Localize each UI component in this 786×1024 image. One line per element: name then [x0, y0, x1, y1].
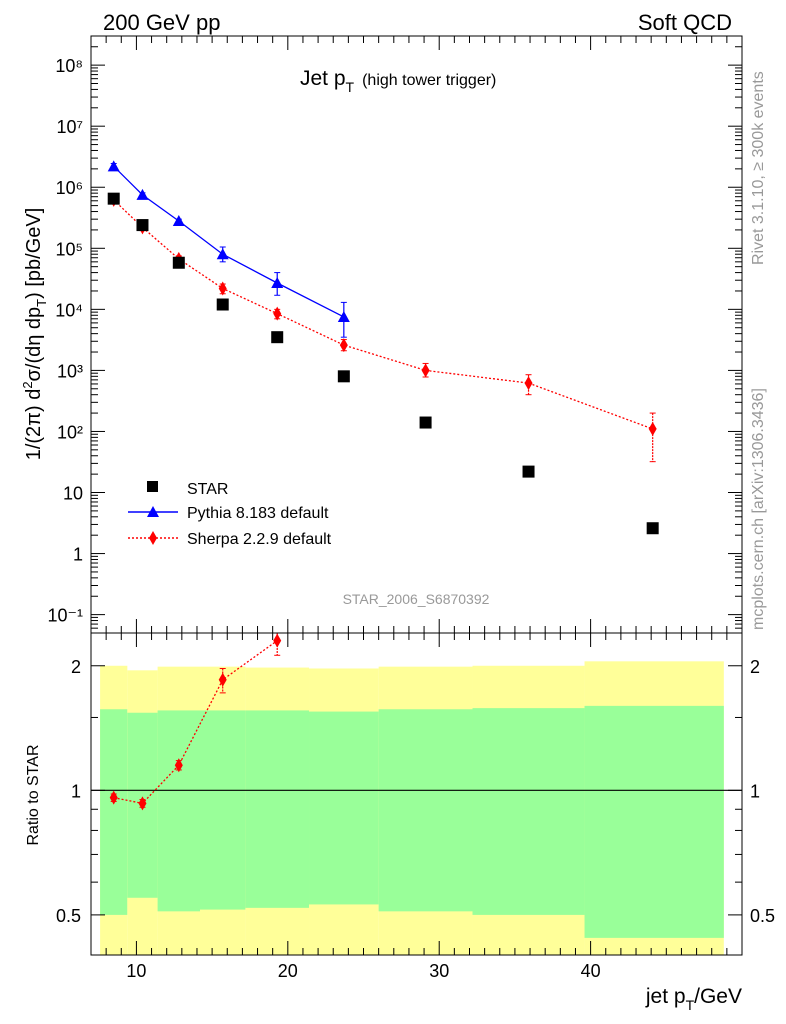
ratio-y-tick-label: 0.5	[56, 906, 81, 926]
star-point	[107, 192, 120, 205]
main-y-tick-label: 10	[63, 484, 83, 504]
ratio-sherpa-line	[113, 640, 278, 805]
sherpa-point	[339, 338, 348, 353]
legend-sherpa-marker	[149, 531, 157, 545]
ratio-y-ticks: 0.5 0.5 1 1 2 2	[56, 657, 775, 926]
main-y-ticks: 10⁸ 10⁷ 10⁶ 10⁵ 10⁴ 10³ 10² 10 1 10⁻¹	[47, 35, 742, 634]
ratio-y-tick-label-right: 1	[750, 781, 760, 801]
ratio-sherpa-point	[174, 758, 183, 773]
ratio-y-label: Ratio to STAR	[25, 744, 42, 845]
svg-text:1/(2π) d2σ/(dη dpT) [pb/GeV]: 1/(2π) d2σ/(dη dpT) [pb/GeV]	[20, 208, 49, 461]
ratio-x-tick-label: 20	[278, 961, 298, 981]
ratio-y-tick-label: 2	[71, 657, 81, 677]
ratio-x-tick-label: 10	[126, 961, 146, 981]
ratio-y-tick-label-right: 0.5	[750, 906, 775, 926]
main-y-tick-label: 10³	[57, 361, 83, 381]
star-point	[271, 331, 284, 344]
sherpa-point	[648, 421, 657, 436]
header-right: Soft QCD	[638, 10, 732, 35]
ratio-band-inner	[584, 705, 724, 938]
main-y-tick-label: 1	[73, 545, 83, 565]
main-y-tick-label: 10²	[57, 422, 83, 442]
watermark: STAR_2006_S6870392	[343, 591, 490, 607]
mcplots-label: mcplots.cern.ch [arXiv:1306.3436]	[750, 388, 767, 630]
legend-sherpa-label: Sherpa 2.2.9 default	[187, 531, 332, 548]
sherpa-point	[524, 376, 533, 391]
ratio-plot-marks	[109, 632, 282, 811]
ratio-band-inner	[157, 710, 201, 912]
main-x-ticks	[105, 36, 728, 633]
main-y-tick-label: 10⁻¹	[47, 606, 83, 626]
star-point	[172, 256, 185, 269]
main-y-tick-label: 10⁶	[56, 178, 83, 198]
main-y-tick-label: 10⁷	[56, 117, 83, 137]
star-point	[522, 465, 535, 478]
main-y-label: 1/(2π) d2σ/(dη dpT) [pb/GeV]	[20, 208, 49, 461]
legend-star-marker	[147, 481, 158, 492]
ratio-band-inner	[309, 711, 379, 905]
pythia-line	[113, 165, 345, 318]
sherpa-point	[273, 306, 282, 321]
rivet-label: Rivet 3.1.10, ≥ 300k events	[750, 71, 767, 265]
legend: STAR Pythia 8.183 default Sherpa 2.2.9 d…	[128, 481, 332, 548]
ratio-frame	[90, 632, 743, 956]
legend-pythia-marker	[147, 506, 159, 517]
main-plot-marks	[107, 160, 659, 535]
pythia-point	[216, 248, 229, 260]
ratio-x-tick-label: 30	[429, 961, 449, 981]
ratio-x-tick-label: 40	[581, 961, 601, 981]
sherpa-point	[421, 363, 430, 378]
ratio-y-tick-label: 1	[71, 781, 81, 801]
pythia-point	[271, 277, 284, 289]
ratio-band-inner	[472, 708, 585, 915]
pythia-point	[172, 214, 185, 226]
pythia-point	[337, 310, 350, 322]
star-point	[646, 522, 659, 535]
star-point	[337, 370, 350, 383]
sherpa-point	[218, 281, 227, 296]
pythia-point	[107, 160, 120, 172]
legend-pythia-label: Pythia 8.183 default	[187, 505, 329, 522]
ratio-panel: 0.5 0.5 1 1 2 2 10 20 30 40 Ratio to STAR jet pT…	[25, 632, 775, 1013]
ratio-sherpa-point	[109, 790, 118, 805]
star-point	[216, 298, 229, 311]
legend-star-label: STAR	[187, 481, 228, 498]
main-y-tick-label: 10⁸	[55, 56, 83, 76]
ratio-sherpa-point	[218, 672, 227, 687]
star-point	[136, 219, 149, 232]
header-left: 200 GeV pp	[103, 10, 220, 35]
ratio-band-inner	[100, 709, 128, 915]
ratio-sherpa-point	[138, 796, 147, 811]
ratio-sherpa-point	[273, 633, 282, 648]
ratio-bands	[100, 661, 724, 955]
ratio-band-inner	[378, 709, 473, 912]
main-title: Jet pT (high tower trigger)	[300, 67, 496, 95]
main-y-tick-label: 10⁵	[56, 239, 83, 259]
main-y-tick-label: 10⁴	[55, 300, 83, 320]
ratio-y-tick-label-right: 2	[750, 657, 760, 677]
ratio-band-inner	[245, 710, 310, 908]
x-axis-label: jet pT/GeV	[645, 985, 742, 1013]
sherpa-line	[113, 199, 653, 430]
ratio-band-inner	[200, 710, 246, 910]
ratio-x-ticks: 10 20 30 40	[105, 633, 728, 981]
main-panel: 10⁸ 10⁷ 10⁶ 10⁵ 10⁴ 10³ 10² 10 1 10⁻¹ Jet pT (high…	[20, 35, 743, 634]
pythia-point	[136, 188, 149, 200]
star-point	[419, 416, 432, 429]
